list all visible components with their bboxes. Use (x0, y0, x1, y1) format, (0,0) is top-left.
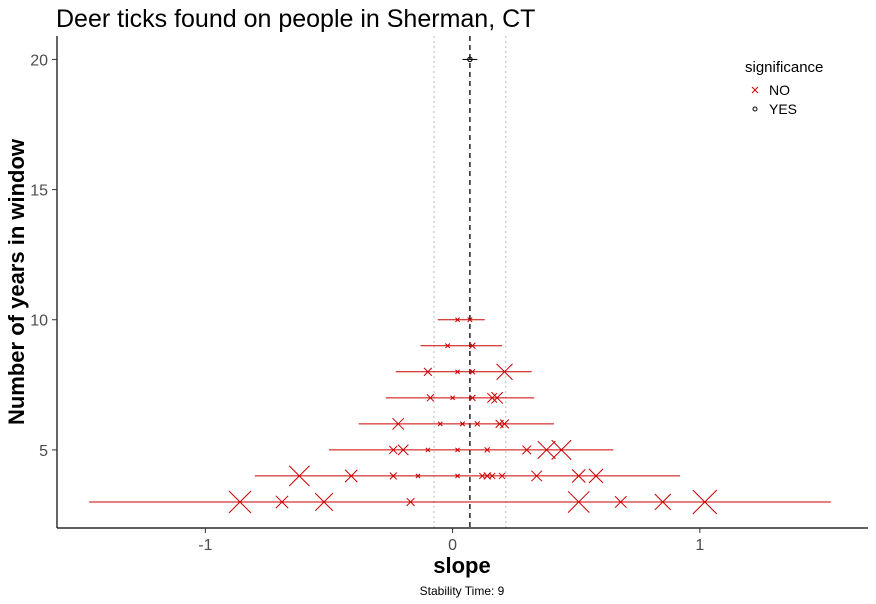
legend-key-no (751, 86, 759, 94)
x-axis-title: slope (433, 553, 490, 578)
point-cross (537, 440, 556, 460)
x-axis-ticks: -1 0 1 (198, 528, 704, 554)
y-axis-ticks: 5 10 15 20 (30, 52, 57, 460)
plot-area (89, 36, 831, 528)
point-cross (571, 468, 586, 483)
point-cross (423, 367, 433, 377)
point-cross (469, 394, 476, 402)
point-cross (314, 492, 334, 512)
point-cross (467, 317, 473, 323)
point-cross (344, 469, 358, 483)
point-cross (437, 421, 443, 427)
point-cross (415, 473, 421, 479)
chart-title: Deer ticks found on people in Sherman, C… (56, 5, 535, 33)
point-cross (692, 489, 718, 515)
point-cross (425, 447, 431, 453)
point-cross (455, 369, 461, 375)
point-cross (614, 495, 627, 509)
point-cross (488, 472, 496, 480)
legend-label-yes: YES (769, 101, 797, 117)
point-cross (491, 391, 504, 404)
point-cross (567, 490, 590, 513)
point-cross (406, 497, 415, 507)
point-cross (469, 368, 476, 375)
point-cross (288, 465, 310, 487)
point-cross (474, 420, 481, 427)
legend-key-yes (752, 106, 758, 112)
x-tick-label: 1 (695, 537, 704, 554)
point-cross (588, 468, 604, 484)
point-cross (455, 317, 461, 323)
point-cross (445, 343, 451, 349)
point-cross (455, 447, 461, 453)
x-tick-label: 0 (448, 537, 457, 554)
point-cross (389, 445, 398, 455)
point-cross (551, 439, 572, 461)
point-cross (496, 363, 513, 381)
legend: significance NO YES (745, 59, 823, 117)
point-cross (275, 495, 289, 509)
point-cross (531, 470, 543, 482)
point-cross (389, 472, 398, 480)
point-cross (469, 342, 476, 350)
reference-lines (433, 36, 507, 528)
y-tick-label: 20 (30, 52, 48, 69)
point-cross (499, 419, 510, 429)
legend-label-no: NO (769, 82, 790, 98)
y-axis-title: Number of years in window (4, 138, 29, 425)
point-cross (228, 490, 252, 514)
point-cross (392, 417, 405, 430)
point-cross (487, 392, 498, 403)
y-tick-label: 5 (39, 443, 48, 460)
legend-title: significance (745, 59, 823, 76)
point-cross (426, 394, 435, 402)
point-cross (459, 421, 466, 427)
x-tick-label: -1 (198, 537, 212, 554)
y-tick-label: 15 (30, 183, 48, 200)
point-cross (654, 493, 672, 511)
point-cross (484, 447, 491, 453)
caption-stability-time: Stability Time: 9 (420, 584, 505, 598)
data-points (228, 56, 718, 515)
point-cross (522, 445, 532, 455)
point-significant (467, 56, 473, 63)
legend-entries: NO YES (751, 82, 797, 117)
point-cross (498, 472, 506, 480)
slope-ranges (89, 58, 831, 503)
point-cross (478, 472, 486, 480)
y-tick-label: 10 (30, 313, 48, 330)
point-cross (450, 395, 456, 401)
point-cross (455, 473, 461, 479)
point-cross (397, 444, 409, 456)
